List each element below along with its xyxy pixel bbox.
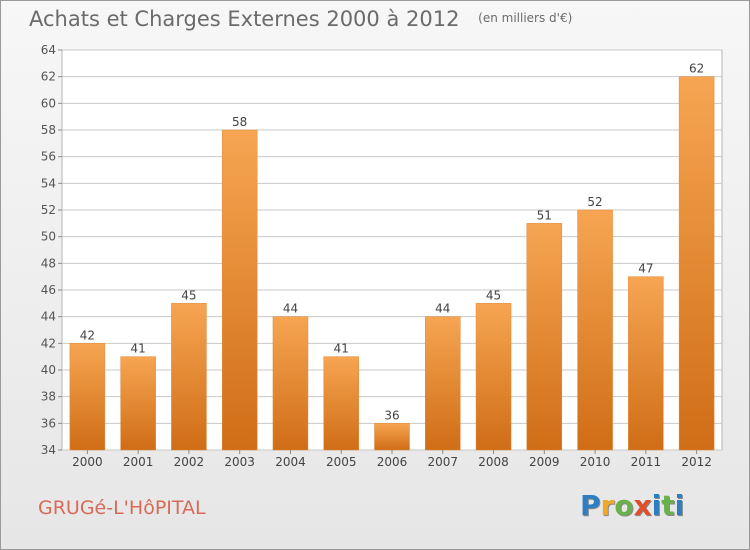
bar (678, 76, 715, 451)
logo-letter: i (674, 489, 685, 522)
logo-letter: i (651, 489, 662, 522)
x-tick-label: 2011 (631, 455, 662, 469)
x-tick-label: 2004 (275, 455, 306, 469)
logo-letter: t (661, 489, 675, 522)
logo-letter: o (614, 489, 634, 522)
x-tick-label: 2007 (427, 455, 458, 469)
bar (69, 343, 106, 451)
bar-value-label: 41 (334, 342, 349, 356)
y-tick-label: 42 (41, 336, 56, 350)
y-tick-label: 64 (41, 43, 56, 57)
y-tick-label: 62 (41, 70, 56, 84)
bar-value-label: 52 (587, 195, 602, 209)
plot-area (61, 49, 723, 451)
y-tick-label: 38 (41, 390, 56, 404)
bar-value-label: 45 (486, 288, 501, 302)
logo-letter: r (600, 489, 615, 522)
y-tick-label: 58 (41, 123, 56, 137)
x-tick-label: 2000 (72, 455, 103, 469)
x-tick-label: 2001 (123, 455, 154, 469)
x-tick-label: 2002 (174, 455, 205, 469)
x-tick-label: 2008 (478, 455, 509, 469)
logo-letter: x (633, 489, 652, 522)
bar (577, 209, 613, 451)
bar (425, 316, 461, 451)
bar-value-label: 36 (384, 408, 399, 422)
x-tick-label: 2003 (224, 455, 255, 469)
bar (526, 223, 563, 451)
bar-value-label: 58 (232, 115, 247, 129)
bar-value-label: 47 (638, 262, 653, 276)
chart-title-block: Achats et Charges Externes 2000 à 2012 (… (29, 7, 572, 31)
bar-value-label: 44 (283, 302, 298, 316)
chart-subtitle: (en milliers d'€) (478, 11, 573, 25)
bar (374, 423, 410, 451)
y-tick-label: 34 (41, 443, 56, 457)
bar-value-label: 44 (435, 302, 450, 316)
logo-letter: P (580, 489, 601, 522)
bar-value-label: 42 (80, 328, 95, 342)
y-tick-label: 36 (41, 416, 56, 430)
y-tick-label: 40 (41, 363, 56, 377)
bar (221, 129, 258, 451)
y-tick-label: 54 (41, 176, 56, 190)
x-tick-label: 2006 (377, 455, 408, 469)
bar-value-label: 41 (131, 342, 146, 356)
bar-value-label: 62 (689, 62, 704, 76)
bar-value-label: 45 (181, 288, 196, 302)
chart-title: Achats et Charges Externes 2000 à 2012 (29, 7, 460, 31)
bar (628, 276, 664, 451)
y-tick-label: 52 (41, 203, 56, 217)
place-name: GRUGé-L'HôPITAL (38, 497, 206, 519)
y-tick-label: 48 (41, 256, 56, 270)
y-tick-label: 56 (41, 150, 56, 164)
y-tick-label: 46 (41, 283, 56, 297)
x-tick-label: 2010 (580, 455, 611, 469)
bar (475, 303, 512, 451)
bar (272, 316, 309, 451)
bar-value-label: 51 (537, 208, 552, 222)
y-tick-label: 60 (41, 96, 56, 110)
bar (171, 303, 207, 451)
bar (120, 356, 156, 451)
x-tick-label: 2012 (681, 455, 712, 469)
x-tick-label: 2009 (529, 455, 560, 469)
bar (323, 356, 359, 451)
y-tick-label: 50 (41, 230, 56, 244)
proxiti-logo: Proxiti (580, 489, 684, 522)
y-tick-label: 44 (41, 310, 56, 324)
x-tick-label: 2005 (326, 455, 357, 469)
